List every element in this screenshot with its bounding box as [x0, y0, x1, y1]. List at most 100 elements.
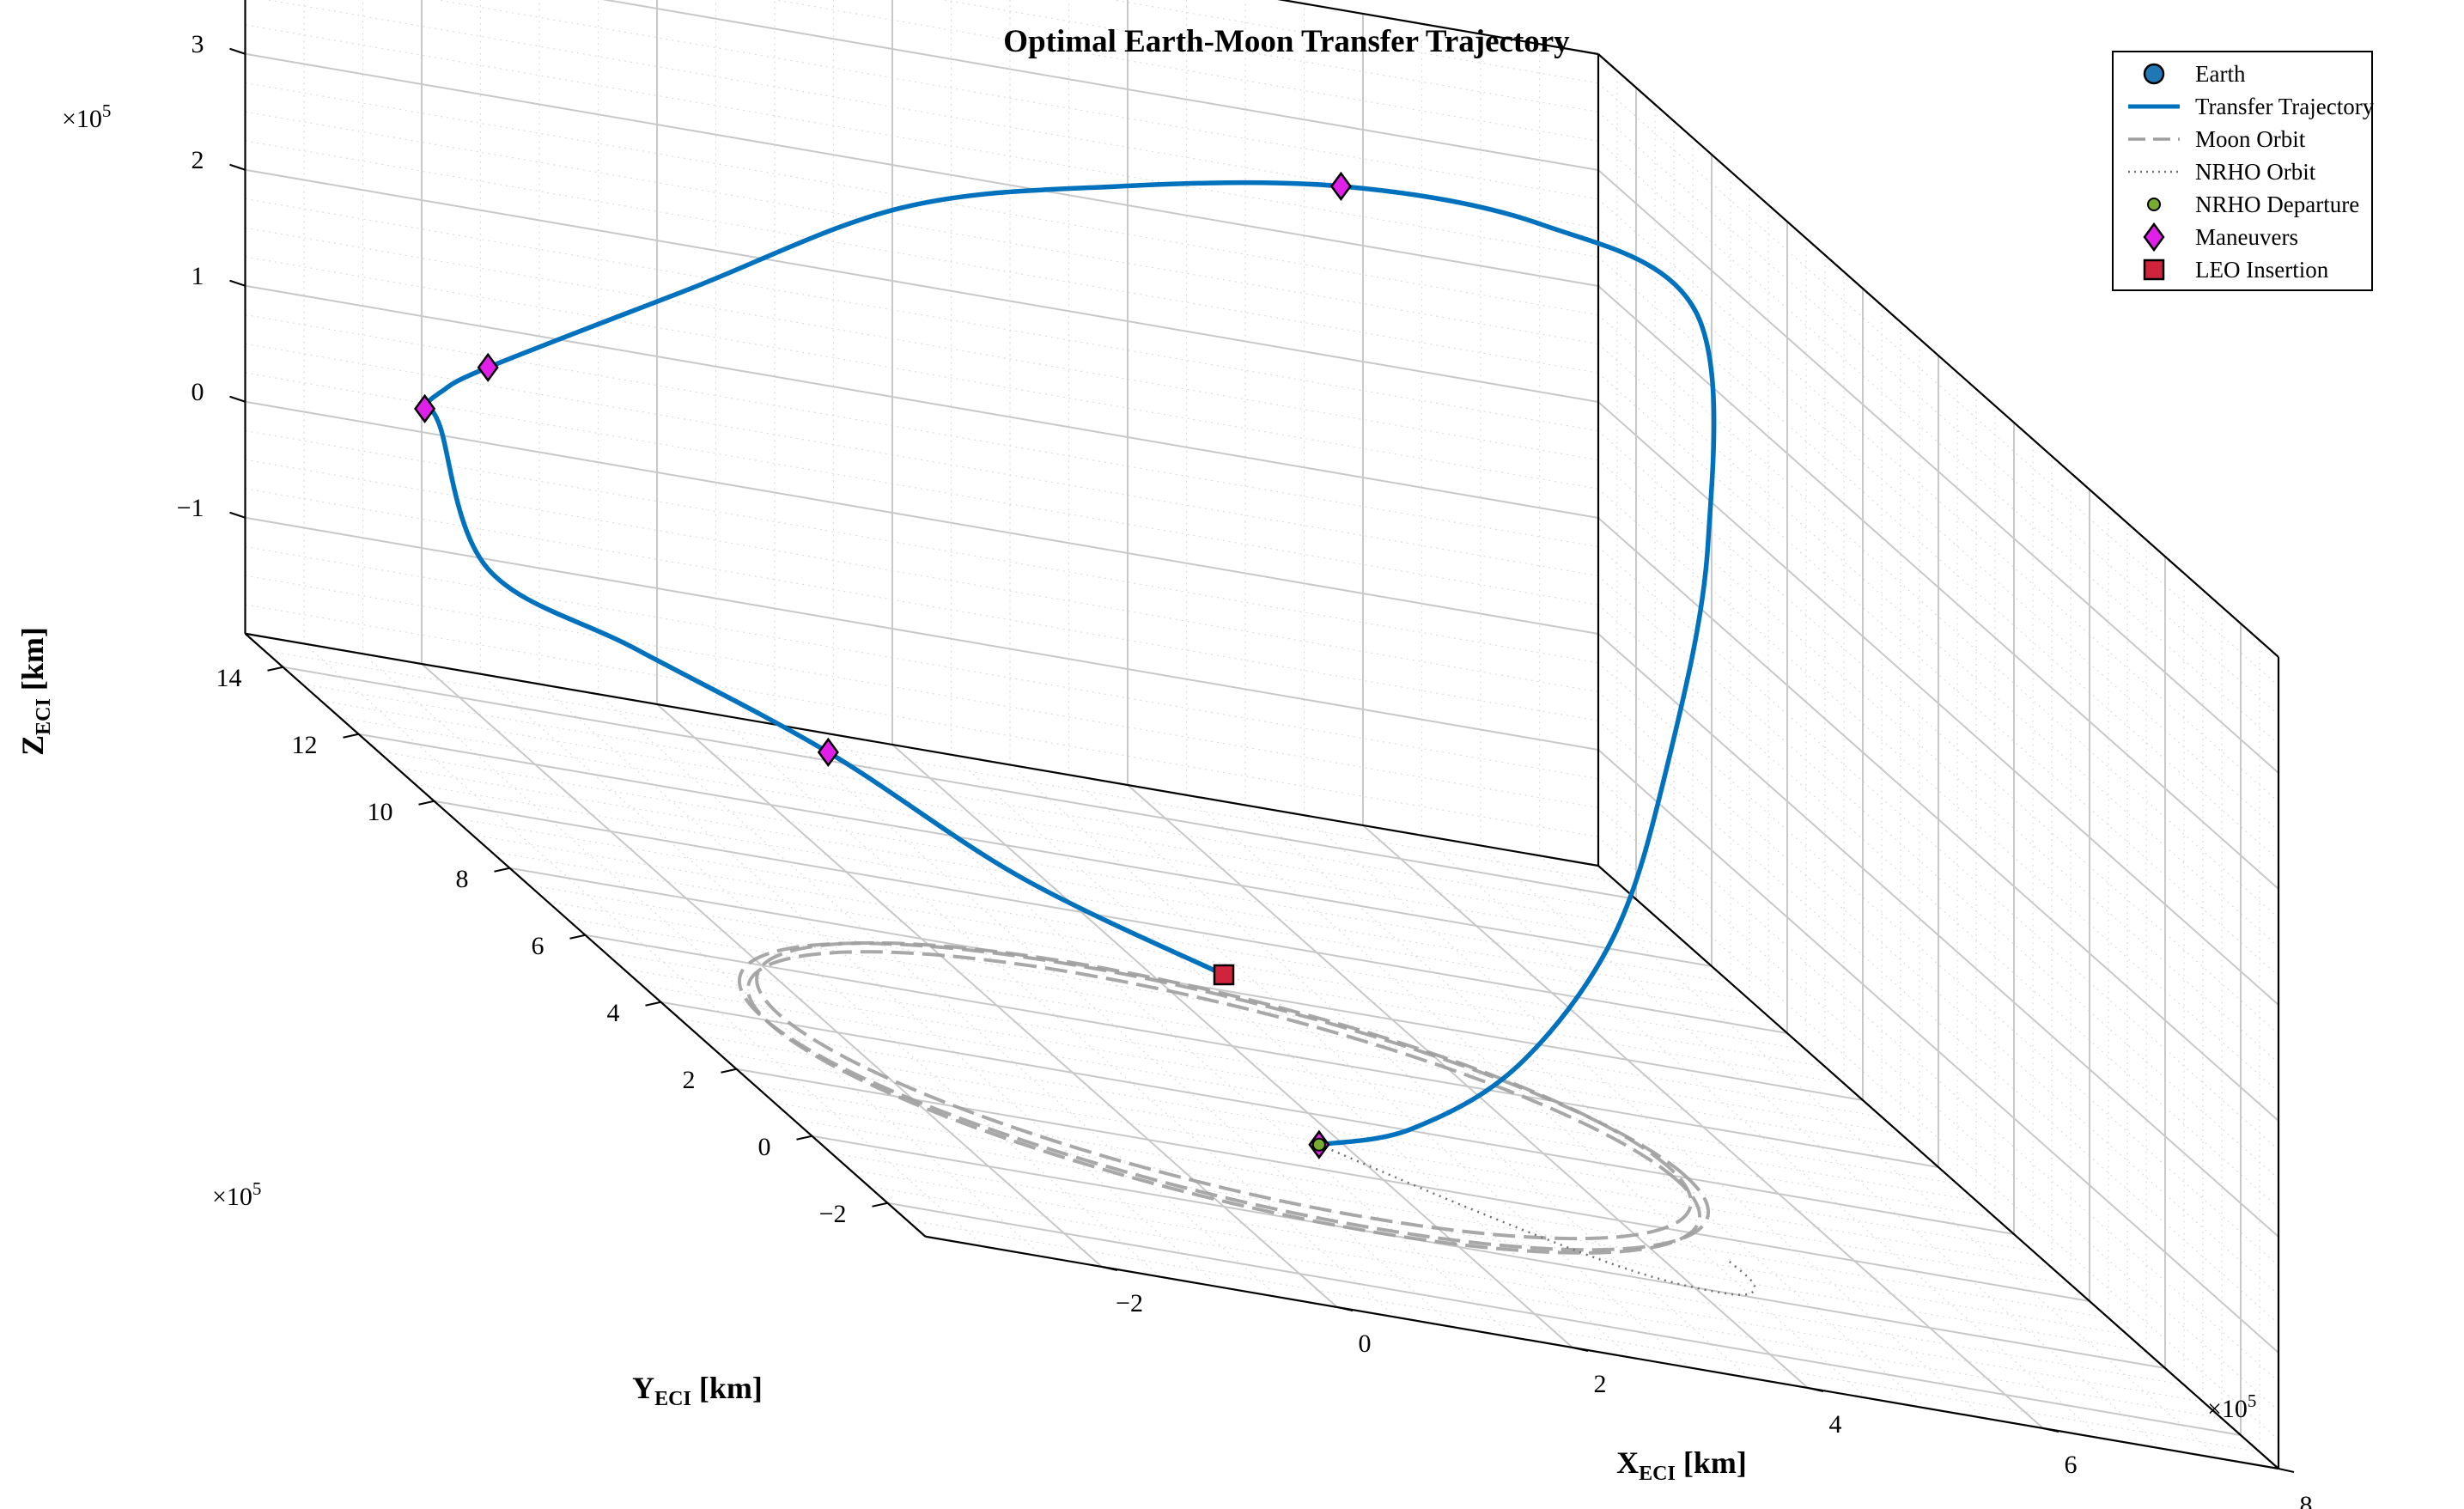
leo-insertion-marker [1213, 964, 1235, 986]
y-exponent-power: 5 [252, 1178, 262, 1199]
y-axis-label: YECI [km] [632, 1371, 763, 1410]
backwall-minor-gridline [245, 111, 1599, 345]
floor-minor-gridline [774, 1102, 2128, 1336]
rightwall-gridline [1597, 633, 2279, 1238]
backwall-minor-gridline [245, 604, 1599, 837]
maneuvers-marker [817, 737, 839, 768]
x-exponent-mult: ×10 [2207, 1395, 2248, 1423]
floor-minor-gridline [528, 884, 1883, 1118]
backwall-gridline [245, 516, 1599, 751]
x-tick-label: 4 [1829, 1410, 1842, 1439]
y-tick-mark [645, 1001, 661, 1007]
y-tick-mark [872, 1202, 888, 1208]
y-tick-mark [418, 800, 435, 806]
rightwall-gridline [1597, 517, 2279, 1122]
y-tick-label: 2 [683, 1066, 696, 1094]
y-tick-label: −2 [819, 1200, 847, 1228]
floor-minor-gridline [415, 783, 1769, 1018]
backwall-minor-gridline [772, 0, 1599, 142]
floor-gridline [660, 1001, 2015, 1235]
z-tick-mark [229, 279, 246, 287]
legend-maneuvers-swatch [2143, 222, 2165, 253]
y-tick-label: 10 [368, 798, 393, 826]
legend-moon-orbit-label: Moon Orbit [2195, 126, 2306, 152]
legend-earth-label: Earth [2195, 61, 2246, 87]
z-tick-mark [229, 163, 246, 171]
x-exponent-label: ×105 [2207, 1390, 2256, 1423]
backwall-gridline [245, 284, 1599, 519]
backwall-minor-gridline [245, 227, 1599, 461]
z-exponent-power: 5 [102, 100, 112, 121]
floor-gridline [358, 733, 1713, 967]
x-tick-label: 8 [2300, 1491, 2313, 1509]
x-tick-mark [1572, 1347, 1589, 1352]
moon-orbit-line [737, 941, 1711, 1252]
maneuvers-marker [414, 393, 436, 423]
z-tick-label: 2 [192, 146, 204, 174]
z-tick-mark [229, 511, 246, 519]
x-tick-mark [1336, 1306, 1354, 1311]
z-axis-label: ZECI [km] [15, 627, 55, 756]
grid-layer [245, 0, 2279, 1469]
floor-minor-gridline [604, 951, 1958, 1185]
nrho-departure-marker [1311, 1137, 1326, 1152]
axes-edge [1277, 0, 1599, 56]
floor-minor-gridline [472, 834, 1826, 1068]
backwall-minor-gridline [265, 0, 1599, 229]
legend-nrho-orbit-label: NRHO Orbit [2195, 159, 2316, 185]
axes-edge [1597, 53, 2279, 658]
legend-leo-insertion-swatch [2143, 259, 2165, 281]
floor-minor-gridline [830, 1152, 2185, 1386]
y-axis-label-unit: [km] [691, 1371, 763, 1405]
legend-earth-swatch [2143, 63, 2165, 85]
z-tick-label: 3 [192, 30, 204, 58]
x-axis-label-main: X [1616, 1445, 1639, 1480]
legend-leo-insertion-label: LEO Insertion [2195, 257, 2329, 283]
y-axis-label-main: Y [632, 1371, 654, 1405]
x-exponent-power: 5 [2248, 1390, 2257, 1411]
y-tick-label: 0 [758, 1133, 771, 1161]
z-axis-label-unit: [km] [15, 627, 50, 698]
x-tick-mark [1807, 1387, 1824, 1392]
floor-gridline [887, 1202, 2242, 1436]
backwall-minor-gridline [245, 82, 1599, 316]
y-exponent-label: ×105 [212, 1178, 261, 1211]
floor-minor-gridline [849, 1169, 2204, 1403]
axes-edge [245, 632, 1599, 867]
floor-gridline [585, 934, 1939, 1168]
backwall-gridline [601, 0, 1599, 171]
floor-minor-gridline [264, 649, 1618, 884]
rightwall-gridline [1597, 169, 2279, 774]
nrho-orbit-line [1318, 1143, 1756, 1296]
floor-minor-gridline [868, 1185, 2223, 1420]
z-exponent-label: ×105 [62, 100, 111, 133]
y-exponent-mult: ×10 [212, 1183, 252, 1211]
backwall-gridline [245, 400, 1599, 635]
floor-minor-gridline [396, 767, 1750, 1001]
y-tick-label: 12 [292, 731, 318, 759]
x-tick-mark [2042, 1427, 2059, 1433]
z-tick-mark [229, 395, 246, 403]
x-tick-mark [1101, 1266, 1118, 1271]
floor-minor-gridline [490, 850, 1845, 1085]
moon-orbit-line [755, 940, 1693, 1241]
legend-items: Earth Transfer Trajectory Moon Orbit NRHO O… [2128, 61, 2375, 283]
floor-minor-gridline [793, 1118, 2147, 1353]
y-axis-label-sub: ECI [654, 1388, 691, 1410]
series-layer [414, 171, 1756, 1296]
backwall-minor-gridline [245, 343, 1599, 577]
backwall-minor-gridline [245, 372, 1599, 605]
backwall-minor-gridline [245, 488, 1599, 721]
floor-minor-gridline [547, 901, 1901, 1135]
floor-minor-gridline [301, 683, 1656, 917]
legend: Earth Transfer Trajectory Moon Orbit NRHO O… [2112, 51, 2375, 291]
z-tick-label: −1 [177, 494, 204, 522]
x-tick-label: 2 [1594, 1370, 1607, 1398]
legend-transfer-trajectory-label: Transfer Trajectory [2195, 94, 2375, 119]
floor-minor-gridline [717, 1051, 2072, 1286]
backwall-gridline [245, 52, 1599, 287]
floor-minor-gridline [679, 1018, 2034, 1252]
floor-minor-gridline [339, 716, 1694, 951]
x-tick-mark [2278, 1468, 2295, 1473]
